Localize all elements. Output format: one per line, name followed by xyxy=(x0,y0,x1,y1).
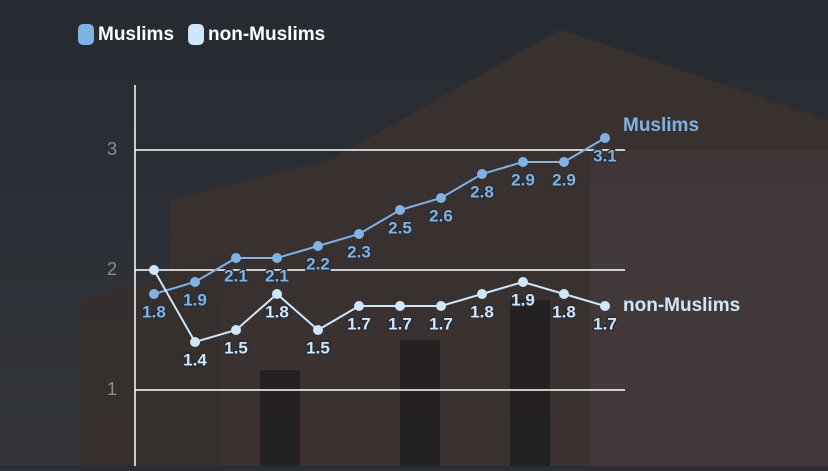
data-label: 1.5 xyxy=(224,338,248,357)
data-point xyxy=(313,241,323,251)
data-label: 2.9 xyxy=(552,170,576,189)
data-label: 2.6 xyxy=(429,206,453,225)
data-point xyxy=(231,325,241,335)
legend-swatch xyxy=(78,24,94,45)
data-point xyxy=(313,325,323,335)
data-label: 2.5 xyxy=(388,218,412,237)
data-label: 1.8 xyxy=(265,302,289,321)
data-point xyxy=(395,301,405,311)
data-label: 1.8 xyxy=(142,302,166,321)
series-end-label: non-Muslims xyxy=(623,295,740,316)
data-point xyxy=(395,205,405,215)
data-point xyxy=(518,277,528,287)
data-point xyxy=(149,289,159,299)
data-label: 1.8 xyxy=(552,302,576,321)
data-point xyxy=(149,265,159,275)
data-point xyxy=(436,193,446,203)
data-point xyxy=(436,301,446,311)
data-point xyxy=(559,289,569,299)
data-label: 2.1 xyxy=(265,266,289,285)
data-label: 1.7 xyxy=(593,314,617,333)
data-label: 1.8 xyxy=(470,302,494,321)
data-label: 1.7 xyxy=(388,314,412,333)
data-point xyxy=(190,277,200,287)
data-label: 2.9 xyxy=(511,170,535,189)
data-point xyxy=(231,253,241,263)
data-label: 2.8 xyxy=(470,182,494,201)
building xyxy=(80,30,828,466)
y-tick-label: 3 xyxy=(107,139,117,159)
data-label: 1.5 xyxy=(306,338,330,357)
data-label: 1.4 xyxy=(183,350,207,369)
legend-label: Muslims xyxy=(98,24,174,45)
data-label: 1.7 xyxy=(347,314,371,333)
data-label: 3.1 xyxy=(593,146,617,165)
series-line xyxy=(153,137,606,295)
data-point xyxy=(600,133,610,143)
y-tick-label: 1 xyxy=(107,379,117,399)
legend: Muslims non-Muslims xyxy=(78,24,325,45)
legend-swatch xyxy=(188,24,205,45)
series-line xyxy=(153,269,606,344)
data-label: 1.9 xyxy=(183,290,207,309)
series-end-label: Muslims xyxy=(623,115,699,136)
data-point xyxy=(559,157,569,167)
data-point xyxy=(477,169,487,179)
data-point xyxy=(518,157,528,167)
legend-label: non-Muslims xyxy=(208,24,325,45)
data-point xyxy=(354,301,364,311)
data-point xyxy=(272,253,282,263)
data-label: 2.2 xyxy=(306,254,330,273)
y-tick-label: 2 xyxy=(107,259,117,279)
data-point xyxy=(600,301,610,311)
data-point xyxy=(272,289,282,299)
data-label: 1.9 xyxy=(511,290,535,309)
data-point xyxy=(190,337,200,347)
data-point xyxy=(354,229,364,239)
data-label: 2.1 xyxy=(224,266,248,285)
data-label: 1.7 xyxy=(429,314,453,333)
data-label: 2.3 xyxy=(347,242,371,261)
data-point xyxy=(477,289,487,299)
